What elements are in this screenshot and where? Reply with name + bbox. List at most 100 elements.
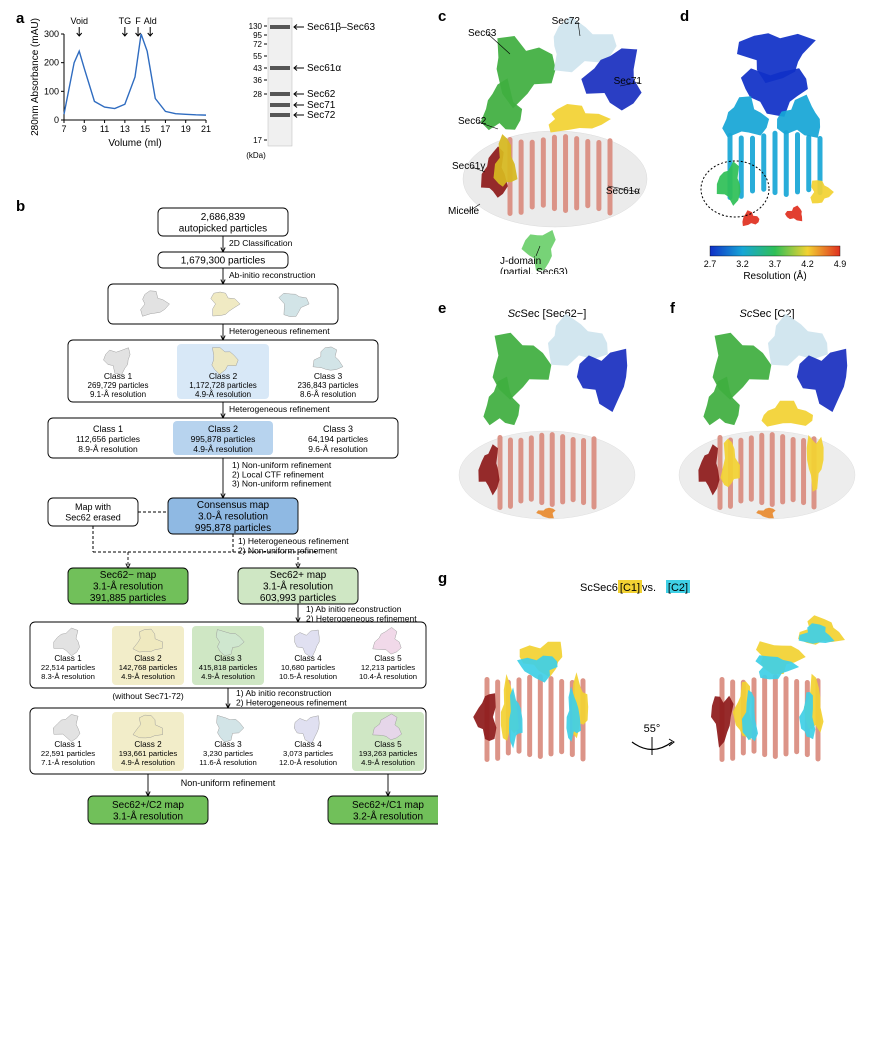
svg-text:280nm Absorbance (mAU): 280nm Absorbance (mAU)	[30, 18, 41, 136]
svg-text:1,172,728 particles: 1,172,728 particles	[189, 381, 257, 390]
svg-text:Class 1: Class 1	[104, 371, 133, 381]
svg-text:3.2: 3.2	[736, 259, 749, 269]
svg-text:130: 130	[249, 22, 263, 31]
svg-text:F: F	[135, 16, 141, 26]
svg-text:J-domain(partial, Sec63): J-domain(partial, Sec63)	[500, 256, 568, 274]
svg-text:Sec72: Sec72	[552, 16, 581, 27]
svg-text:72: 72	[253, 40, 262, 49]
svg-text:Consensus map: Consensus map	[197, 500, 270, 511]
svg-text:Class 3: Class 3	[214, 740, 242, 749]
svg-text:12,213 particles: 12,213 particles	[361, 663, 415, 672]
svg-text:3.2-Å resolution: 3.2-Å resolution	[353, 809, 423, 822]
svg-text:4.9: 4.9	[834, 259, 847, 269]
panel-c-structure: Sec63Sec72Sec62Sec61γMicelleSec71Sec61αJ…	[440, 14, 670, 274]
svg-text:Sec62: Sec62	[458, 116, 487, 127]
svg-text:8.3-Å resolution: 8.3-Å resolution	[41, 672, 95, 681]
svg-text:3.0-Å resolution: 3.0-Å resolution	[198, 510, 268, 523]
svg-text:Sec62 erased: Sec62 erased	[65, 512, 121, 522]
svg-text:3.1-Å resolution: 3.1-Å resolution	[263, 580, 333, 593]
svg-text:11.6-Å resolution: 11.6-Å resolution	[199, 758, 257, 767]
svg-text:3.1-Å resolution: 3.1-Å resolution	[93, 580, 163, 593]
panel-a-label: a	[16, 10, 24, 27]
svg-text:36: 36	[253, 76, 262, 85]
svg-text:28: 28	[253, 90, 262, 99]
svg-text:Class 2: Class 2	[208, 424, 238, 434]
svg-text:10.4-Å resolution: 10.4-Å resolution	[359, 672, 417, 681]
svg-text:4.2: 4.2	[801, 259, 814, 269]
svg-text:Sec62− map: Sec62− map	[100, 570, 157, 581]
svg-text:Non-uniform refinement: Non-uniform refinement	[181, 778, 276, 788]
svg-text:269,729 particles: 269,729 particles	[88, 381, 149, 390]
svg-text:236,843 particles: 236,843 particles	[298, 381, 359, 390]
svg-text:100: 100	[44, 86, 59, 96]
svg-text:1) Heterogeneous refinement2): 1) Heterogeneous refinement2) Non-unifor…	[238, 536, 349, 555]
svg-text:Micelle: Micelle	[448, 206, 480, 217]
svg-text:10,680 particles: 10,680 particles	[281, 663, 335, 672]
svg-text:8.9-Å resolution: 8.9-Å resolution	[78, 444, 138, 454]
svg-text:Heterogeneous refinement: Heterogeneous refinement	[229, 404, 330, 414]
svg-text:Class 1: Class 1	[93, 424, 123, 434]
svg-text:19: 19	[181, 124, 191, 134]
svg-text:15: 15	[140, 124, 150, 134]
svg-text:Sec62: Sec62	[307, 89, 336, 100]
svg-text:2D Classification: 2D Classification	[229, 238, 293, 248]
svg-text:9.1-Å resolution: 9.1-Å resolution	[90, 390, 146, 399]
svg-text:Void: Void	[70, 16, 88, 26]
svg-text:3.7: 3.7	[769, 259, 782, 269]
svg-text:0: 0	[54, 115, 59, 125]
svg-text:415,818 particles: 415,818 particles	[199, 663, 258, 672]
svg-text:112,656 particles: 112,656 particles	[76, 434, 140, 444]
svg-text:55°: 55°	[644, 723, 661, 735]
svg-text:Sec63: Sec63	[468, 28, 497, 39]
svg-text:995,878 particles: 995,878 particles	[191, 434, 256, 444]
svg-text:Sec61γ: Sec61γ	[452, 161, 485, 172]
panel-e-structure: ScSec [Sec62−]	[440, 305, 655, 560]
svg-text:1) Ab initio reconstruction2): 1) Ab initio reconstruction2) Heterogene…	[306, 604, 417, 623]
svg-text:55: 55	[253, 52, 262, 61]
svg-text:Sec61β–Sec63: Sec61β–Sec63	[307, 22, 375, 33]
svg-text:22,514 particles: 22,514 particles	[41, 663, 95, 672]
svg-text:4.9-Å resolution: 4.9-Å resolution	[121, 758, 175, 767]
svg-text:4.9-Å resolution: 4.9-Å resolution	[361, 758, 415, 767]
svg-text:TG: TG	[119, 16, 132, 26]
svg-text:Resolution (Å): Resolution (Å)	[743, 269, 806, 282]
svg-text:Class 2: Class 2	[134, 654, 162, 663]
svg-text:95: 95	[253, 31, 262, 40]
svg-text:Class 5: Class 5	[374, 740, 402, 749]
svg-text:Sec62+/C2 map: Sec62+/C2 map	[112, 800, 184, 811]
svg-text:300: 300	[44, 29, 59, 39]
svg-text:200: 200	[44, 58, 59, 68]
svg-text:Volume (ml): Volume (ml)	[108, 138, 161, 149]
svg-text:12.0-Å resolution: 12.0-Å resolution	[279, 758, 337, 767]
svg-text:2.7: 2.7	[704, 259, 717, 269]
panel-g-structure: ScSec62: vs. [C1][C2]55°	[440, 577, 870, 842]
svg-text:vs.: vs.	[642, 582, 656, 594]
svg-text:3.1-Å resolution: 3.1-Å resolution	[113, 809, 183, 822]
gel-image: 13095725543362817(kDa)Sec61β–Sec63Sec61α…	[240, 10, 430, 170]
svg-text:autopicked particles: autopicked particles	[179, 223, 267, 234]
svg-text:11: 11	[100, 124, 109, 134]
svg-text:9.6-Å resolution: 9.6-Å resolution	[308, 444, 368, 454]
svg-text:Sec61α: Sec61α	[307, 63, 341, 74]
svg-text:Class 1: Class 1	[54, 740, 82, 749]
svg-text:17: 17	[160, 124, 170, 134]
svg-text:[C1]: [C1]	[620, 582, 640, 594]
svg-text:1) Non-uniform refinement2) Lo: 1) Non-uniform refinement2) Local CTF re…	[232, 460, 332, 489]
svg-text:1) Ab initio reconstruction2): 1) Ab initio reconstruction2) Heterogene…	[236, 688, 347, 707]
svg-text:Sec72: Sec72	[307, 110, 336, 121]
svg-text:Class 2: Class 2	[209, 371, 238, 381]
svg-text:Ald: Ald	[144, 16, 157, 26]
svg-text:1,679,300 particles: 1,679,300 particles	[181, 256, 266, 267]
svg-text:4.9-Å resolution: 4.9-Å resolution	[195, 390, 251, 399]
svg-text:(kDa): (kDa)	[246, 151, 266, 160]
panel-d-structure: 2.7 3.2 3.7 4.2 4.9 Resolution (Å)	[680, 14, 875, 284]
svg-text:Heterogeneous refinement: Heterogeneous refinement	[229, 326, 330, 336]
svg-text:Class 1: Class 1	[54, 654, 82, 663]
svg-text:10.5-Å resolution: 10.5-Å resolution	[279, 672, 337, 681]
svg-text:Class 3: Class 3	[314, 371, 343, 381]
svg-text:3,230 particles: 3,230 particles	[203, 749, 253, 758]
svg-text:[C2]: [C2]	[668, 582, 688, 594]
svg-text:4.9-Å resolution: 4.9-Å resolution	[193, 444, 253, 454]
svg-text:13: 13	[120, 124, 130, 134]
svg-text:Sec62+/C1 map: Sec62+/C1 map	[352, 800, 424, 811]
